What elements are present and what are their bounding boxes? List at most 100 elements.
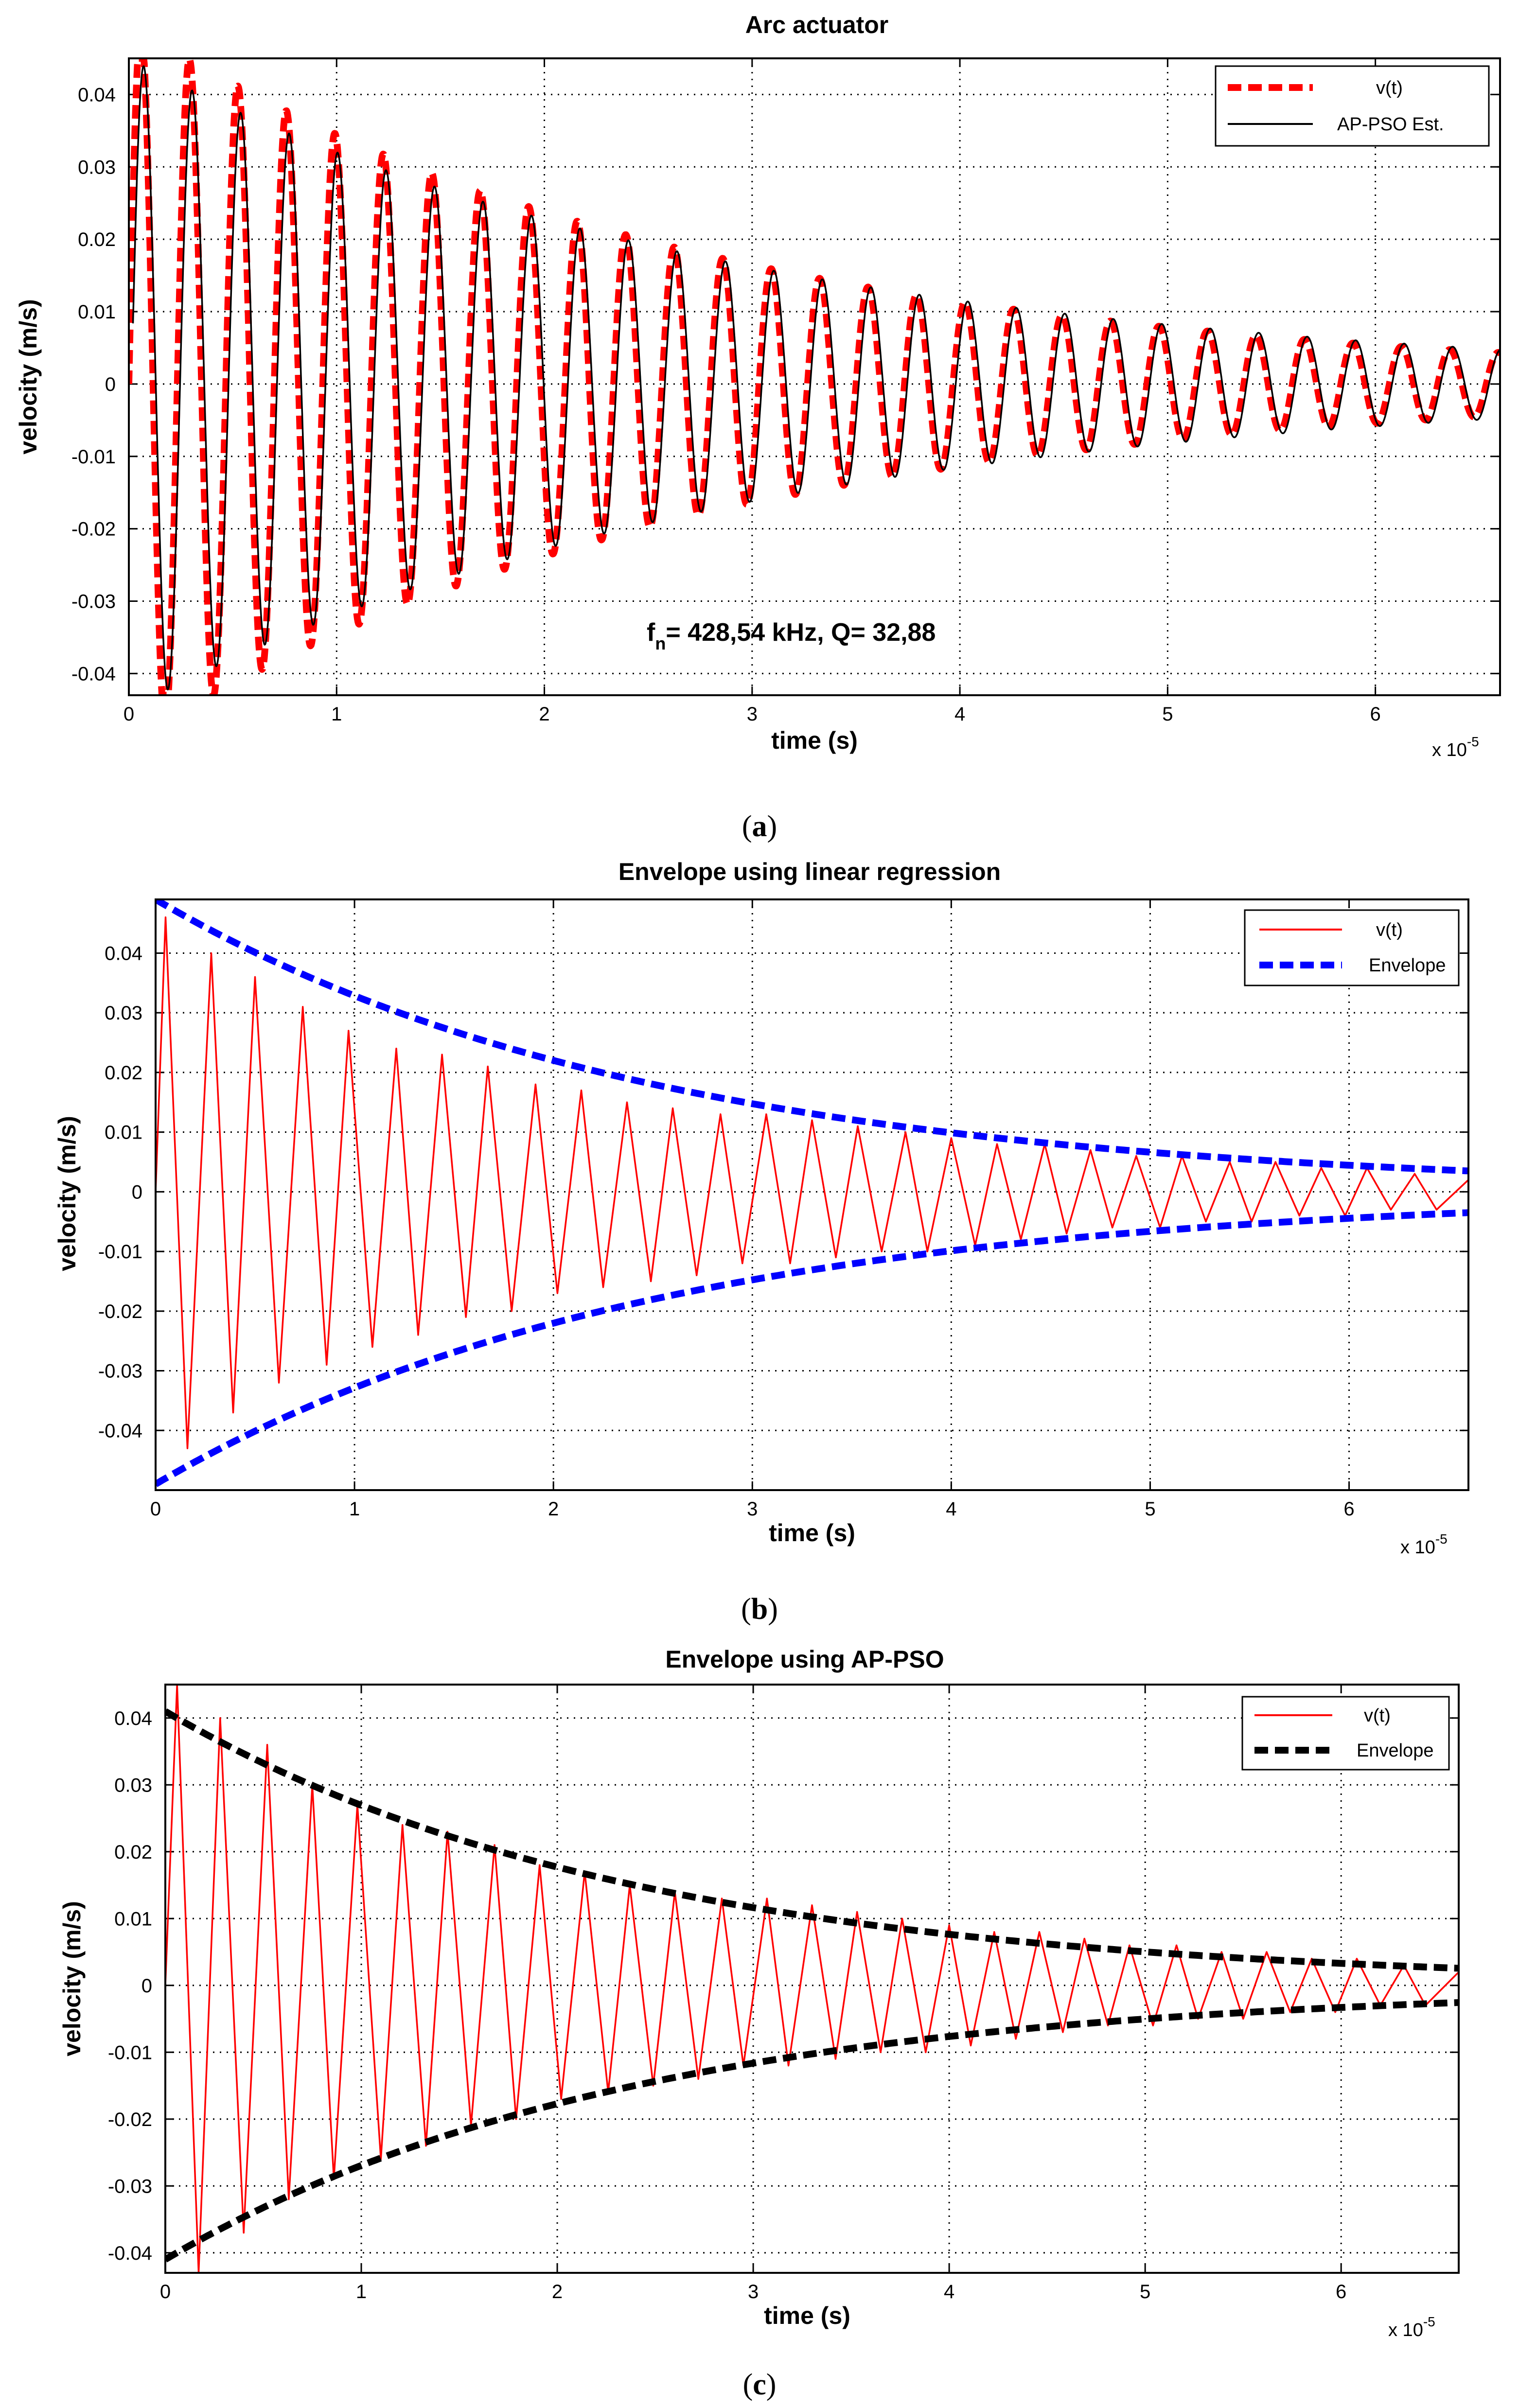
x-axis-label: time (s) — [769, 1519, 855, 1547]
series-group — [156, 899, 1468, 1487]
x-tick-label: 0 — [124, 703, 134, 725]
y-tick-labels: -0.04 -0.03 -0.02 -0.01 0 0.01 0.02 0.03 0.04 — [71, 84, 116, 685]
plot-area — [128, 57, 1501, 696]
plot-frame — [128, 57, 1501, 696]
x-exponent-label: x 10-5 — [1400, 1531, 1448, 1558]
x-tick-label: 5 — [1145, 1498, 1155, 1520]
series-line-ap-pso-est- — [132, 65, 1500, 691]
y-tick-label: 0.03 — [114, 1775, 152, 1796]
plot-frame — [155, 898, 1469, 1491]
y-tick-label: -0.03 — [108, 2176, 152, 2197]
legend: v(t) Envelope — [1244, 909, 1460, 986]
annotation-f-symbol: f — [647, 618, 655, 647]
y-tick-label: 0 — [105, 374, 116, 395]
legend-box — [1244, 909, 1460, 986]
y-tick-label: -0.02 — [98, 1301, 142, 1322]
x-tick-label: 4 — [944, 2281, 954, 2303]
y-tick-label: -0.01 — [108, 2042, 152, 2063]
legend: v(t) Envelope — [1241, 1696, 1450, 1771]
x-tick-label: 6 — [1343, 1498, 1354, 1520]
plot-frame — [164, 1684, 1460, 2274]
x-tick-label: 3 — [747, 703, 758, 725]
x-tick-label: 6 — [1336, 2281, 1346, 2303]
caption-c: (c) — [743, 2368, 777, 2401]
y-tick-label: 0.01 — [114, 1908, 152, 1930]
y-tick-label: -0.04 — [108, 2243, 152, 2264]
series-line-vt — [165, 1685, 1459, 2273]
x-axis-label: time (s) — [764, 2302, 850, 2329]
x-tick-labels: 0 1 2 3 4 5 6 — [160, 2281, 1346, 2303]
y-tick-label: 0.04 — [114, 1708, 152, 1729]
exponent-base: x 10 — [1400, 1537, 1435, 1558]
legend-box — [1215, 65, 1490, 147]
y-tick-label: 0.01 — [78, 301, 116, 323]
y-tick-label: 0.03 — [78, 157, 116, 178]
y-tick-label: -0.01 — [71, 446, 116, 468]
fit-annotation: fn= 428,54 kHz, Q= 32,88 — [647, 618, 936, 653]
exponent-power: -5 — [1423, 2314, 1435, 2329]
y-tick-labels: -0.04 -0.03 -0.02 -0.01 0 0.01 0.02 0.03 0.04 — [98, 943, 142, 1441]
plot-area — [155, 898, 1469, 1491]
series-line-v-t- — [129, 58, 1500, 695]
y-tick-label: -0.02 — [71, 519, 116, 540]
x-tick-label: 5 — [1140, 2281, 1150, 2303]
x-tick-label: 3 — [747, 1498, 758, 1520]
legend-label-vt: v(t) — [1376, 920, 1403, 940]
chart-panel-c: Envelope using AP-PSO 0 1 2 3 4 5 6 -0.04 -0.03… — [58, 1646, 1460, 2401]
series-line-vt — [156, 916, 1468, 1449]
y-tick-label: -0.01 — [98, 1241, 142, 1263]
caption-letter: b — [751, 1593, 768, 1626]
y-tick-label: 0 — [141, 1975, 152, 1997]
y-tick-label: 0.03 — [105, 1002, 142, 1024]
legend-label-ap-pso: AP-PSO Est. — [1337, 114, 1444, 135]
x-tick-label: 3 — [748, 2281, 759, 2303]
y-tick-label: 0.04 — [105, 943, 142, 964]
y-tick-label: -0.03 — [98, 1361, 142, 1382]
y-tick-label: -0.04 — [98, 1420, 142, 1441]
annotation-text: = 428,54 kHz, Q= 32,88 — [666, 618, 936, 647]
x-tick-label: 2 — [552, 2281, 563, 2303]
envelope-lower — [156, 1209, 1468, 1487]
y-axis-label: velocity (m/s) — [58, 1901, 86, 2056]
x-tick-labels: 0 1 2 3 4 5 6 — [124, 703, 1381, 725]
y-tick-label: -0.04 — [71, 663, 116, 685]
x-tick-label: 1 — [331, 703, 342, 725]
grid-lines — [156, 899, 1468, 1490]
caption-letter: a — [752, 810, 767, 843]
x-tick-label: 2 — [539, 703, 549, 725]
caption-a: (a) — [742, 810, 777, 843]
chart-title: Arc actuator — [745, 11, 889, 38]
chart-title: Envelope using linear regression — [618, 858, 1001, 885]
x-tick-label: 4 — [946, 1498, 956, 1520]
legend-label-vt: v(t) — [1376, 78, 1403, 98]
caption-b: (b) — [741, 1593, 778, 1626]
exponent-power: -5 — [1467, 734, 1479, 749]
legend: v(t) AP-PSO Est. — [1215, 65, 1490, 147]
x-tick-label: 1 — [349, 1498, 360, 1520]
y-tick-label: 0.01 — [105, 1122, 142, 1143]
y-tick-label: 0.02 — [78, 229, 116, 250]
x-tick-label: 4 — [954, 703, 965, 725]
caption-letter: c — [753, 2368, 766, 2401]
x-tick-labels: 0 1 2 3 4 5 6 — [150, 1498, 1355, 1520]
series-group — [129, 58, 1500, 695]
annotation-subscript: n — [655, 633, 666, 653]
legend-label-vt: v(t) — [1364, 1705, 1391, 1726]
plot-area — [164, 1684, 1460, 2274]
chart-panel-b: Envelope using linear regression 0 1 2 3 4 5 6… — [53, 858, 1469, 1626]
chart-title: Envelope using AP-PSO — [665, 1646, 944, 1673]
y-tick-labels: -0.04 -0.03 -0.02 -0.01 0 0.01 0.02 0.03 0.04 — [108, 1708, 152, 2264]
exponent-base: x 10 — [1432, 740, 1467, 760]
y-tick-label: -0.03 — [71, 591, 116, 612]
x-tick-label: 0 — [160, 2281, 171, 2303]
envelope-upper — [156, 899, 1468, 1175]
x-tick-label: 1 — [356, 2281, 367, 2303]
y-tick-label: -0.02 — [108, 2109, 152, 2130]
x-exponent-label: x 10-5 — [1388, 2314, 1435, 2340]
y-tick-label: 0.02 — [114, 1842, 152, 1863]
envelope-lower — [165, 1999, 1459, 2263]
y-axis-label: velocity (m/s) — [53, 1116, 81, 1271]
x-axis-label: time (s) — [771, 727, 858, 754]
